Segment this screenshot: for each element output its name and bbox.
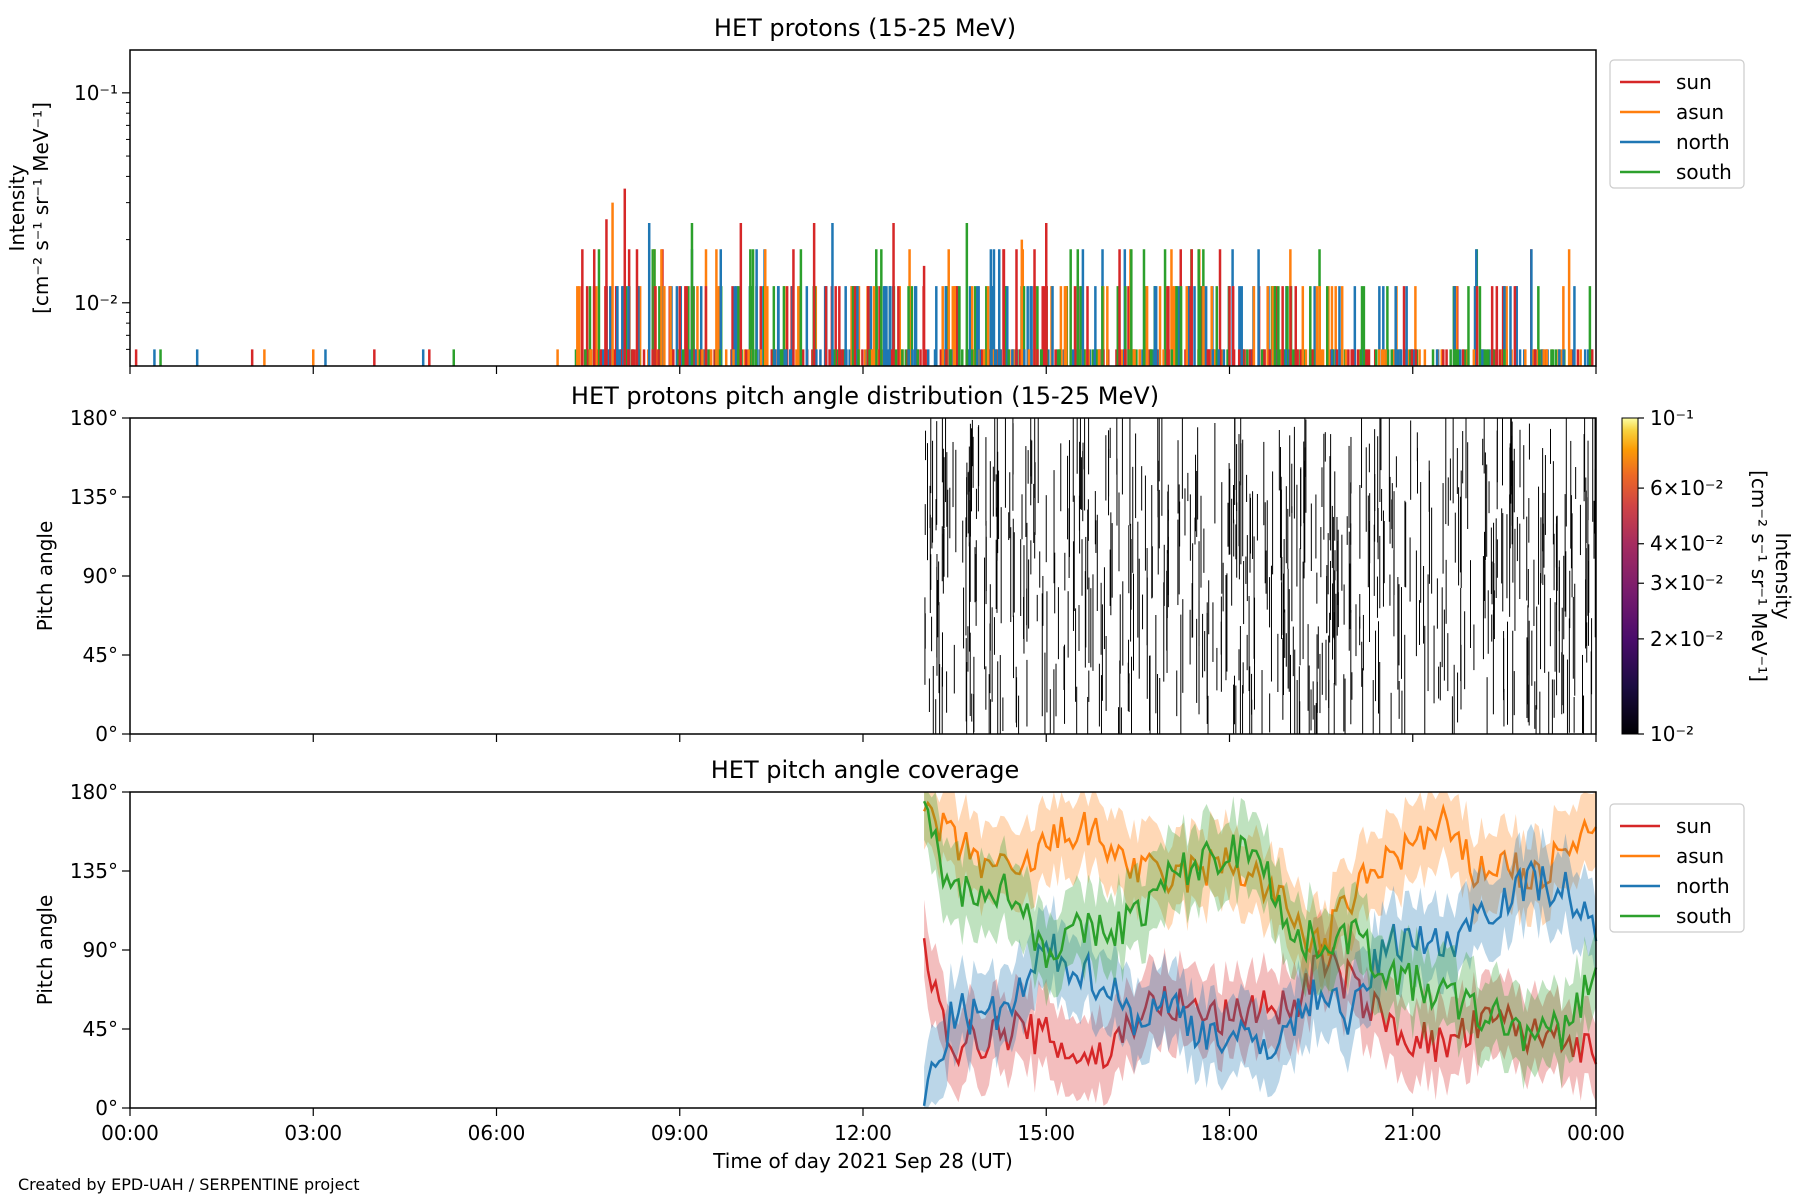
panel1-ylabel-line1: Intensity bbox=[5, 164, 29, 251]
legend-label-south: south bbox=[1676, 904, 1732, 928]
y-tick-label: 135° bbox=[70, 485, 118, 509]
panel2-ylabel: Pitch angle bbox=[33, 521, 57, 632]
panel1-x-ticks bbox=[129, 366, 1597, 374]
x-tick-label: 09:00 bbox=[651, 1121, 709, 1145]
panel2-y-ticks: 0° 45° 90° 135° 180° bbox=[70, 406, 130, 746]
panel3-y-ticks: 0° 45° 90° 135° 180° bbox=[70, 780, 130, 1120]
panel2-heatmap bbox=[924, 418, 1597, 734]
y-tick-label: 10⁻² bbox=[74, 291, 118, 315]
panel1-legend: sun asun north south bbox=[1609, 59, 1745, 189]
panel1-y-ticks: 10⁻² 10⁻¹ bbox=[74, 81, 130, 350]
x-tick-label: 00:00 bbox=[1567, 1121, 1625, 1145]
colorbar-tick-label: 6×10⁻² bbox=[1650, 476, 1724, 500]
colorbar bbox=[1621, 417, 1639, 735]
panel1-ylabel-line2: [cm⁻² s⁻¹ sr⁻¹ MeV⁻¹] bbox=[29, 102, 53, 314]
y-tick-label: 45° bbox=[83, 643, 118, 667]
colorbar-tick-label: 2×10⁻² bbox=[1650, 627, 1724, 651]
colorbar-label-line2: [cm⁻² s⁻¹ sr⁻¹ MeV⁻¹] bbox=[1747, 470, 1771, 682]
x-tick-label: 18:00 bbox=[1201, 1121, 1259, 1145]
y-tick-label: 180° bbox=[70, 406, 118, 430]
panel1-title: HET protons (15-25 MeV) bbox=[714, 14, 1016, 42]
panel2-x-ticks bbox=[129, 734, 1597, 742]
y-tick-label: 0° bbox=[95, 722, 118, 746]
legend-label-sun: sun bbox=[1676, 70, 1712, 94]
panel3-title: HET pitch angle coverage bbox=[711, 756, 1019, 784]
legend-label-asun: asun bbox=[1676, 100, 1724, 124]
y-tick-label: 45° bbox=[83, 1017, 118, 1041]
legend-box bbox=[1609, 59, 1745, 189]
panel2-title: HET protons pitch angle distribution (15… bbox=[571, 382, 1159, 410]
colorbar-ticks: 10⁻² 2×10⁻² 3×10⁻² 4×10⁻² 6×10⁻² 10⁻¹ bbox=[1638, 406, 1724, 746]
colorbar-tick-label: 3×10⁻² bbox=[1650, 571, 1724, 595]
legend-box bbox=[1609, 803, 1745, 933]
y-tick-label: 0° bbox=[95, 1096, 118, 1120]
x-tick-label: 12:00 bbox=[834, 1121, 892, 1145]
legend-label-asun: asun bbox=[1676, 844, 1724, 868]
line-north bbox=[922, 859, 1598, 1106]
x-tick-label: 06:00 bbox=[468, 1121, 526, 1145]
panel1-plot-area bbox=[134, 188, 1594, 366]
colorbar-label-line1: Intensity bbox=[1771, 532, 1795, 619]
x-tick-label: 00:00 bbox=[101, 1121, 159, 1145]
band-asun bbox=[924, 792, 1596, 995]
panel2-frame bbox=[129, 417, 1597, 735]
y-tick-label: 10⁻¹ bbox=[74, 81, 118, 105]
figure-credit: Created by EPD-UAH / SERPENTINE project bbox=[18, 1175, 360, 1194]
colorbar-tick-label: 10⁻² bbox=[1650, 722, 1694, 746]
y-tick-label: 180° bbox=[70, 780, 118, 804]
x-tick-label: 03:00 bbox=[284, 1121, 342, 1145]
x-tick-label: 21:00 bbox=[1384, 1121, 1442, 1145]
legend-label-sun: sun bbox=[1676, 814, 1712, 838]
line-asun bbox=[922, 800, 1598, 956]
panel3-legend: sun asun north south bbox=[1609, 803, 1745, 933]
panel3-ylabel: Pitch angle bbox=[33, 895, 57, 1006]
x-axis-label: Time of day 2021 Sep 28 (UT) bbox=[712, 1149, 1013, 1173]
band-south bbox=[924, 792, 1596, 1090]
colorbar-tick-label: 10⁻¹ bbox=[1650, 406, 1694, 430]
line-south bbox=[922, 800, 1598, 1052]
y-tick-label: 135° bbox=[70, 859, 118, 883]
colorbar-tick-label: 4×10⁻² bbox=[1650, 532, 1724, 556]
panel3-plot-area bbox=[922, 792, 1598, 1108]
y-tick-label: 90° bbox=[83, 564, 118, 588]
y-tick-label: 90° bbox=[83, 938, 118, 962]
panel1-frame bbox=[129, 49, 1597, 367]
panel3-x-ticks: 00:00 03:00 06:00 09:00 12:00 15:00 18:00 21:00… bbox=[101, 1108, 1625, 1145]
legend-label-south: south bbox=[1676, 160, 1732, 184]
legend-label-north: north bbox=[1676, 874, 1730, 898]
x-tick-label: 15:00 bbox=[1017, 1121, 1075, 1145]
legend-label-north: north bbox=[1676, 130, 1730, 154]
line-sun bbox=[922, 938, 1598, 1070]
